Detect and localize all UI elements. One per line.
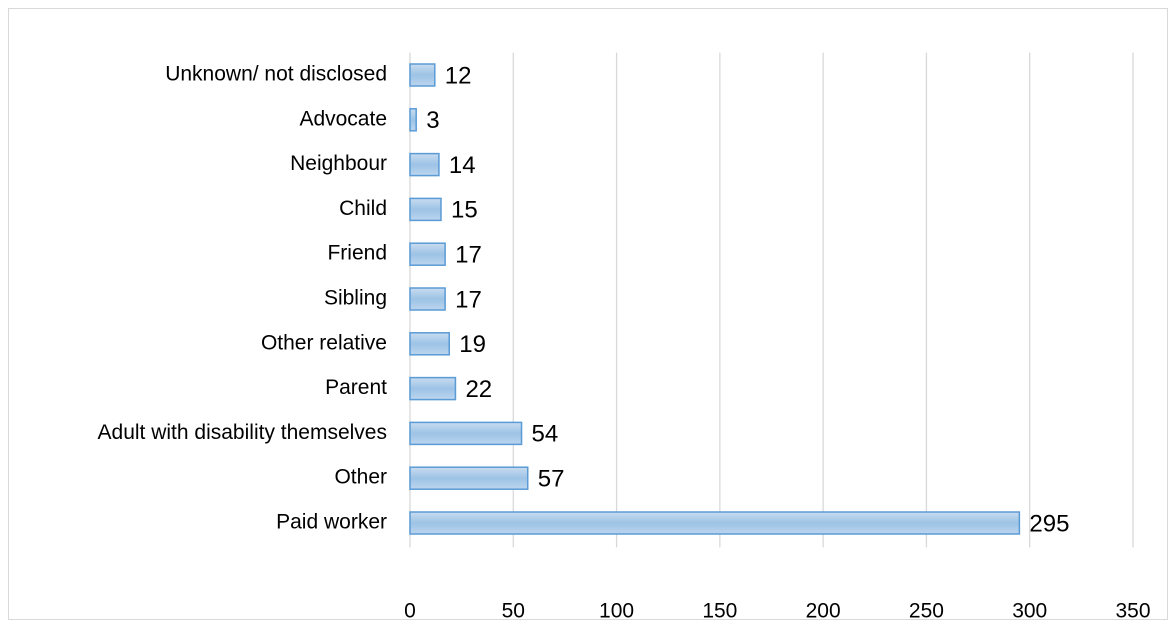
bar (409, 63, 436, 87)
data-label: 19 (459, 331, 486, 358)
y-tick-label: Other relative (261, 331, 387, 354)
data-label: 3 (426, 107, 439, 134)
data-label: 17 (455, 242, 482, 269)
x-tick-label: 200 (806, 600, 841, 623)
bar (409, 242, 446, 266)
bar (409, 376, 457, 401)
data-label: 17 (455, 286, 482, 313)
y-tick-label: Sibling (324, 287, 387, 310)
bar (409, 421, 523, 446)
x-tick-label: 100 (599, 600, 634, 623)
y-tick-label: Parent (325, 376, 387, 399)
data-label: 15 (451, 197, 478, 224)
data-label: 295 (1029, 510, 1069, 537)
bar (409, 466, 529, 490)
data-label: 22 (465, 376, 492, 403)
x-tick-label: 0 (404, 600, 416, 623)
bar (409, 287, 446, 311)
bar (409, 197, 442, 222)
y-tick-label: Unknown/ not disclosed (165, 63, 387, 86)
y-tick-label: Paid worker (276, 511, 387, 534)
x-tick-label: 300 (1012, 600, 1047, 623)
y-tick-label: Friend (327, 242, 387, 265)
x-tick-label: 250 (909, 600, 944, 623)
x-tick-label: 50 (502, 600, 525, 623)
x-tick-label: 350 (1115, 600, 1150, 623)
y-tick-label: Other (334, 466, 387, 489)
y-tick-label: Advocate (299, 107, 387, 130)
x-tick-label: 150 (702, 600, 737, 623)
data-label: 57 (538, 466, 565, 493)
y-tick-label: Child (339, 197, 387, 220)
data-label: 54 (532, 421, 559, 448)
y-tick-label: Neighbour (290, 152, 387, 175)
data-label: 12 (445, 62, 472, 89)
bar (409, 332, 450, 356)
data-label: 14 (449, 152, 476, 179)
bar (409, 152, 440, 177)
bar (409, 108, 417, 132)
y-tick-label: Adult with disability themselves (98, 421, 387, 444)
bar (409, 511, 1021, 535)
